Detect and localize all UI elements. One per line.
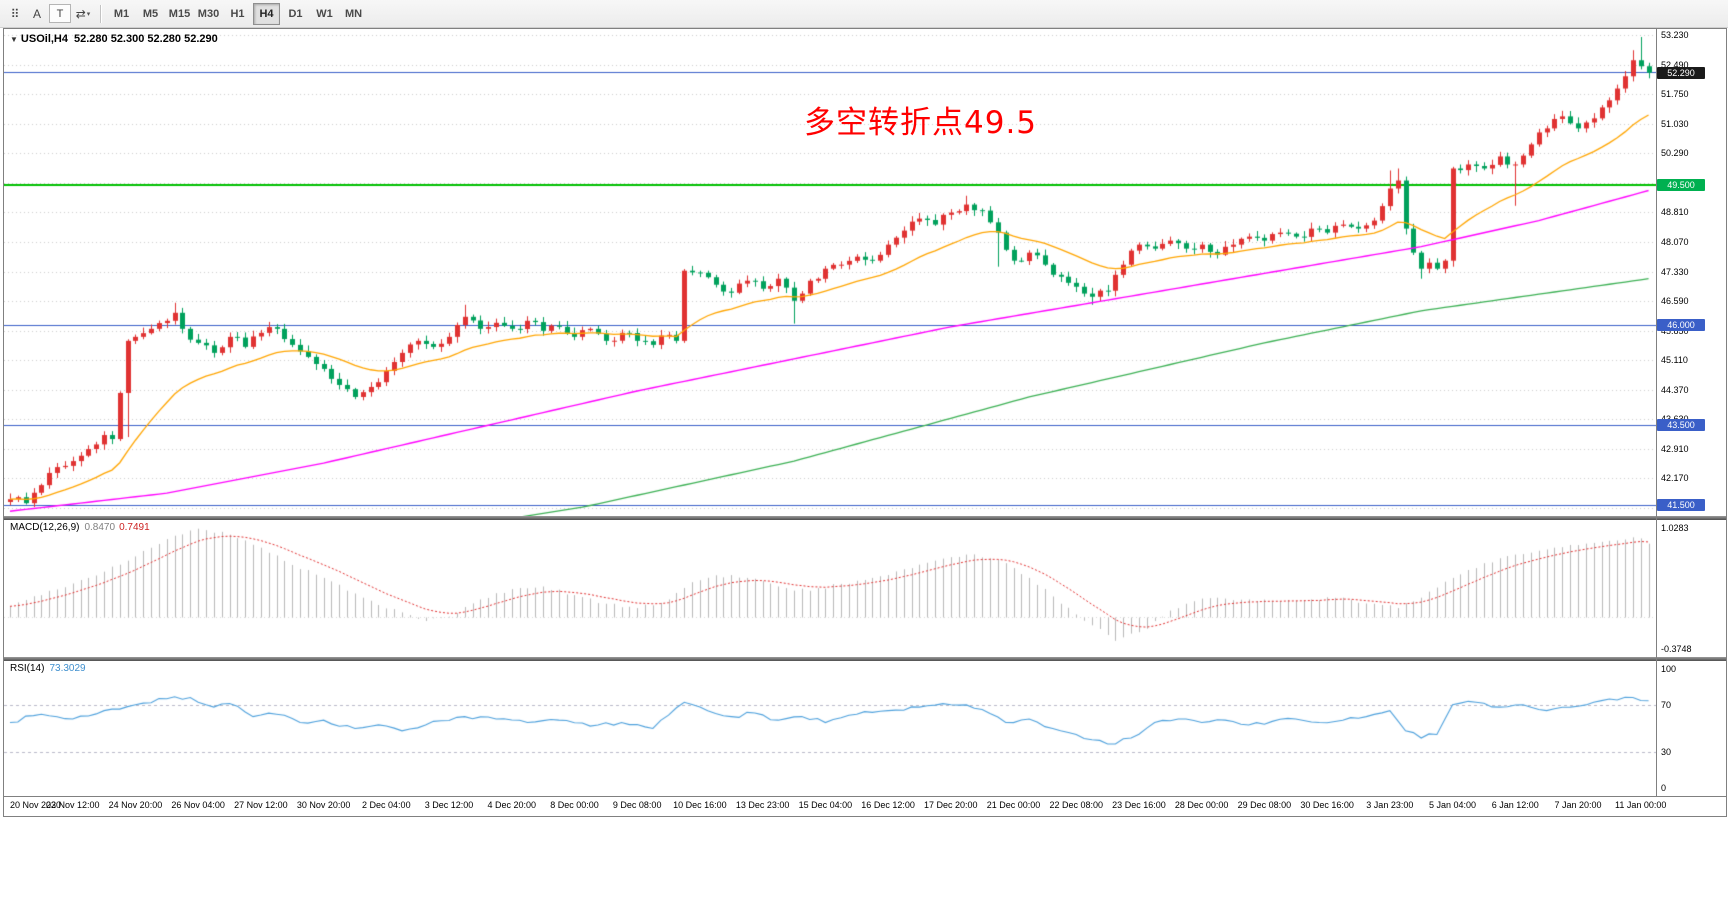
- price-scale-separator: [1656, 29, 1657, 796]
- rsi-indicator-canvas[interactable]: [4, 661, 1656, 796]
- time-axis-label: 11 Jan 00:00: [1615, 800, 1667, 810]
- price-axis-label: 48.070: [1661, 237, 1689, 247]
- macd-label: MACD(12,26,9): [10, 522, 80, 533]
- rsi-title: RSI(14) 73.3029: [10, 663, 86, 674]
- time-axis-label: 6 Jan 12:00: [1491, 800, 1539, 810]
- chart-symbol-label: USOil,H4: [20, 33, 68, 45]
- macd-axis-label: 1.0283: [1661, 523, 1689, 533]
- price-axis-label: 42.170: [1661, 473, 1689, 483]
- price-axis-label: 47.330: [1661, 267, 1689, 277]
- time-axis-label: 24 Nov 20:00: [108, 800, 163, 810]
- time-axis-label: 23 Nov 12:00: [45, 800, 100, 810]
- rsi-axis-label: 100: [1661, 664, 1677, 674]
- price-axis-label: 50.290: [1661, 148, 1689, 158]
- time-axis-label: 21 Dec 00:00: [986, 800, 1041, 810]
- time-axis-label: 26 Nov 04:00: [171, 800, 225, 810]
- timeframe-button-m30[interactable]: M30: [197, 7, 220, 20]
- annotation-tool-icon[interactable]: A: [32, 6, 41, 21]
- macd-value-signal: 0.7491: [119, 522, 150, 533]
- timeframe-button-w1[interactable]: W1: [316, 7, 333, 20]
- chart-title: ▼ USOil,H4 52.280 52.300 52.280 52.290: [10, 33, 218, 45]
- collapse-arrow-icon[interactable]: ▼: [10, 35, 18, 44]
- timeframe-button-h1[interactable]: H1: [230, 7, 245, 20]
- time-axis-label: 30 Nov 20:00: [296, 800, 351, 810]
- timeframe-button-m15[interactable]: M15: [168, 7, 191, 20]
- symbol-cycle-icon[interactable]: ⇄ ▾: [75, 6, 91, 21]
- price-axis-label: 51.030: [1661, 119, 1689, 129]
- macd-axis-label: -0.3748: [1661, 644, 1692, 654]
- time-axis-label: 17 Dec 20:00: [924, 800, 978, 810]
- time-axis-label: 15 Dec 04:00: [798, 800, 853, 810]
- panel-splitter[interactable]: [4, 657, 1726, 661]
- main-panel: ▼ USOil,H4 52.280 52.300 52.280 52.290 多空转…: [4, 29, 1726, 516]
- time-axis-label: 28 Dec 00:00: [1174, 800, 1229, 810]
- panel-splitter[interactable]: [4, 516, 1726, 520]
- timeframe-button-m5[interactable]: M5: [142, 7, 159, 20]
- timeframe-button-m1[interactable]: M1: [113, 7, 130, 20]
- timeframe-button-h4[interactable]: H4: [253, 2, 280, 25]
- macd-title: MACD(12,26,9) 0.8470 0.7491: [10, 522, 150, 533]
- time-axis-label: 9 Dec 08:00: [612, 800, 662, 810]
- current-price-badge: 52.290: [1657, 67, 1705, 79]
- time-axis-label: 10 Dec 16:00: [673, 800, 727, 810]
- rsi-value: 73.3029: [49, 663, 86, 674]
- macd-value-main: 0.8470: [84, 522, 116, 533]
- time-axis-label: 3 Jan 23:00: [1366, 800, 1414, 810]
- rsi-label: RSI(14): [10, 663, 45, 674]
- dropdown-caret-icon: ▾: [86, 10, 91, 18]
- time-axis-label: 16 Dec 12:00: [861, 800, 915, 810]
- toolbar: ⠿ A T ⇄ ▾ M1 M5 M15 M30 H1 H4 D1 W1 MN: [0, 0, 1728, 28]
- time-axis-label: 22 Dec 08:00: [1049, 800, 1104, 810]
- price-axis-label: 53.230: [1661, 30, 1689, 40]
- price-axis-label: 52.490: [1661, 60, 1689, 70]
- rsi-axis-label: 70: [1661, 700, 1672, 710]
- time-axis-label: 29 Dec 08:00: [1237, 800, 1292, 810]
- time-axis[interactable]: 20 Nov 2020 23 Nov 12:00 24 Nov 20:00 26 No…: [4, 796, 1726, 815]
- time-axis-label: 23 Dec 16:00: [1112, 800, 1166, 810]
- timeframe-button-d1[interactable]: D1: [288, 7, 303, 20]
- time-axis-label: 20 Nov 2020: [10, 800, 62, 810]
- time-axis-label: 4 Dec 20:00: [487, 800, 537, 810]
- chart-annotation-text: 多空转折点49.5: [804, 105, 1038, 141]
- price-level-badge: 41.500: [1657, 499, 1705, 511]
- toolbar-icon-group: ⠿ A T ⇄ ▾: [4, 4, 94, 24]
- toolbar-separator: [100, 4, 101, 23]
- time-axis-label: 7 Jan 20:00: [1554, 800, 1602, 810]
- price-axis-label: 45.110: [1661, 355, 1688, 365]
- rsi-axis-label: 0: [1661, 783, 1667, 793]
- time-axis-label: 13 Dec 23:00: [735, 800, 790, 810]
- timeframe-group: M1 M5 M15 M30 H1 H4 D1 W1 MN: [107, 2, 368, 25]
- macd-panel: MACD(12,26,9) 0.8470 0.7491 1.0283 -0.3748: [4, 520, 1726, 657]
- price-axis-label: 46.590: [1661, 296, 1689, 306]
- macd-indicator-canvas[interactable]: [4, 520, 1656, 657]
- price-axis-label: 45.850: [1661, 326, 1689, 336]
- price-level-badge: 46.000: [1657, 319, 1705, 331]
- price-level-badge: 49.500: [1657, 179, 1705, 191]
- time-axis-label: 8 Dec 00:00: [550, 800, 599, 810]
- chart-quote-label: 52.280 52.300 52.280 52.290: [74, 33, 218, 45]
- price-level-badge: 43.500: [1657, 419, 1705, 431]
- price-axis-label: 42.910: [1661, 444, 1689, 454]
- time-axis-label: 27 Nov 12:00: [234, 800, 288, 810]
- price-axis-label: 44.370: [1661, 385, 1689, 395]
- price-axis-label: 51.750: [1661, 89, 1689, 99]
- time-axis-label: 30 Dec 16:00: [1300, 800, 1354, 810]
- chart-window: ▼ USOil,H4 52.280 52.300 52.280 52.290 多空转…: [3, 28, 1727, 817]
- price-axis-label: 48.810: [1661, 207, 1689, 217]
- rsi-axis-label: 30: [1661, 747, 1672, 757]
- timeframe-button-mn[interactable]: MN: [344, 7, 363, 20]
- time-axis-label: 5 Jan 04:00: [1429, 800, 1477, 810]
- time-axis-label: 3 Dec 12:00: [424, 800, 474, 810]
- main-chart-canvas[interactable]: [4, 29, 1656, 516]
- rsi-panel: RSI(14) 73.3029 100 70 30 0: [4, 661, 1726, 796]
- toolbar-grip[interactable]: ⠿: [10, 6, 20, 21]
- text-tool-icon[interactable]: T: [49, 4, 71, 23]
- time-axis-label: 2 Dec 04:00: [362, 800, 411, 810]
